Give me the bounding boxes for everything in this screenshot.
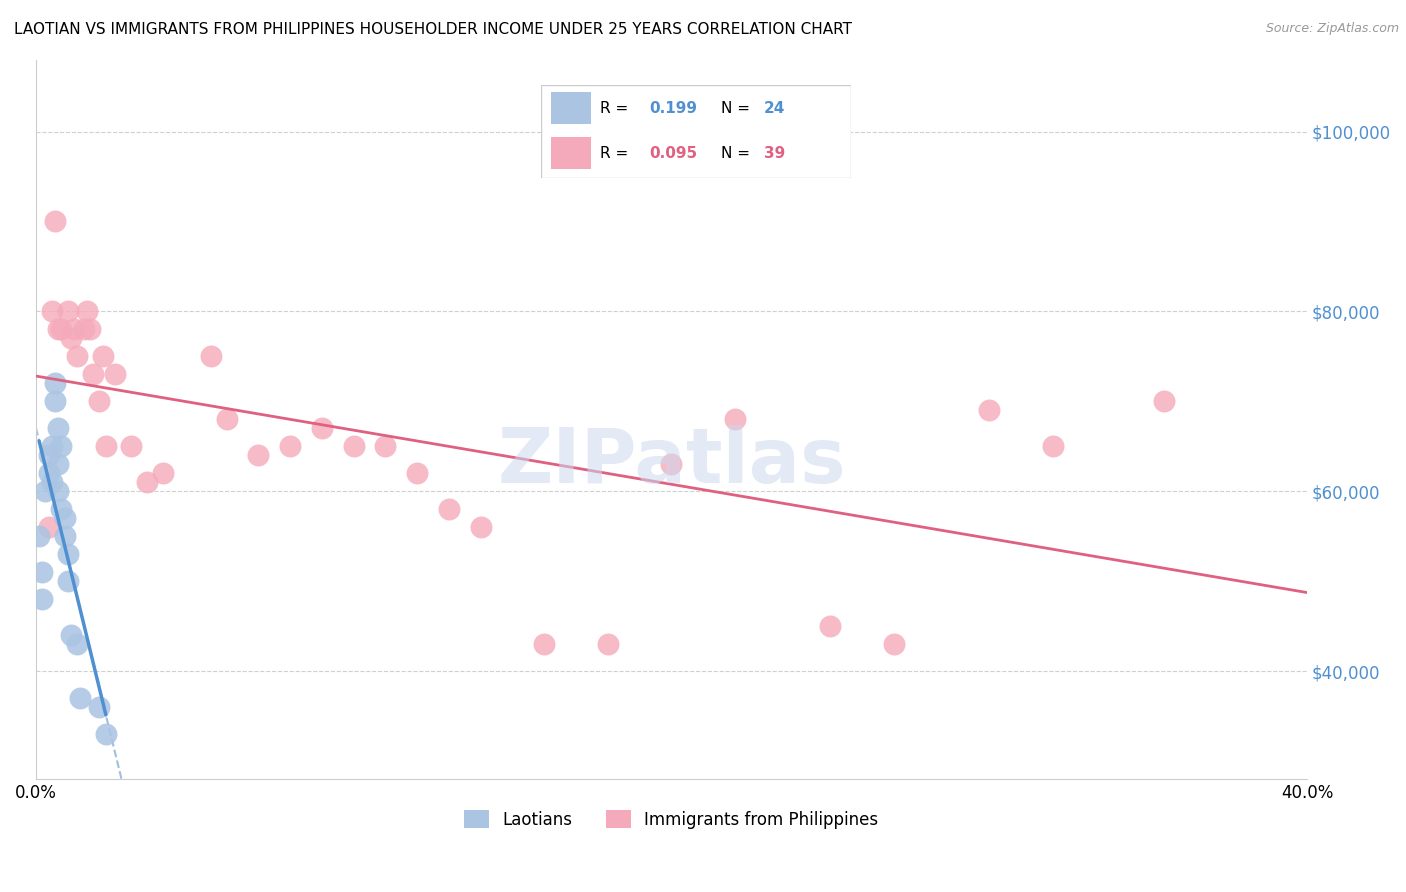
FancyBboxPatch shape [541, 85, 851, 178]
Point [661, 457, 683, 471]
Point [94, 727, 117, 741]
Text: LAOTIAN VS IMMIGRANTS FROM PHILIPPINES HOUSEHOLDER INCOME UNDER 25 YEARS CORRELA: LAOTIAN VS IMMIGRANTS FROM PHILIPPINES H… [14, 22, 852, 37]
Text: Source: ZipAtlas.com: Source: ZipAtlas.com [1265, 22, 1399, 36]
Point [437, 502, 460, 516]
Point [38, 467, 60, 481]
Point [979, 403, 1001, 417]
Text: R =: R = [600, 145, 628, 161]
Point [46, 421, 69, 435]
Point [104, 368, 127, 382]
Point [63, 322, 86, 336]
Point [89, 394, 111, 409]
Point [51, 322, 73, 336]
Point [278, 439, 301, 453]
Point [470, 520, 492, 534]
Text: 0.199: 0.199 [650, 101, 697, 116]
Point [44, 394, 66, 409]
Point [200, 349, 222, 363]
Point [406, 467, 429, 481]
Point [89, 700, 111, 714]
Point [38, 448, 60, 462]
Point [1153, 394, 1175, 409]
Point [91, 349, 114, 363]
Point [883, 637, 905, 651]
Legend: Laotians, Immigrants from Philippines: Laotians, Immigrants from Philippines [458, 804, 886, 835]
Point [120, 439, 142, 453]
Point [46, 484, 69, 499]
Point [41, 304, 63, 318]
Point [51, 502, 73, 516]
Point [69, 691, 91, 706]
Point [41, 475, 63, 490]
Point [533, 637, 555, 651]
Point [152, 467, 174, 481]
Point [56, 304, 79, 318]
Text: ZIPatlas: ZIPatlas [498, 425, 846, 500]
Point [136, 475, 159, 490]
Point [724, 412, 747, 426]
Point [53, 529, 76, 543]
FancyBboxPatch shape [551, 137, 591, 169]
Point [79, 322, 101, 336]
Point [94, 439, 117, 453]
Text: N =: N = [721, 145, 749, 161]
Point [59, 628, 82, 642]
Point [66, 637, 89, 651]
Point [46, 457, 69, 471]
Point [56, 547, 79, 561]
Point [59, 331, 82, 345]
Point [38, 520, 60, 534]
Point [44, 214, 66, 228]
Point [31, 592, 53, 607]
Point [34, 484, 56, 499]
Point [76, 304, 98, 318]
Point [343, 439, 366, 453]
Point [31, 565, 53, 579]
Point [596, 637, 619, 651]
Point [215, 412, 238, 426]
Point [1042, 439, 1064, 453]
Point [41, 439, 63, 453]
Point [820, 619, 842, 633]
Point [28, 529, 51, 543]
Point [72, 322, 94, 336]
Point [51, 439, 73, 453]
Point [56, 574, 79, 588]
Point [46, 322, 69, 336]
Point [311, 421, 333, 435]
Point [247, 448, 270, 462]
FancyBboxPatch shape [551, 92, 591, 124]
Point [66, 349, 89, 363]
Text: R =: R = [600, 101, 628, 116]
Text: 24: 24 [763, 101, 786, 116]
Point [53, 511, 76, 525]
Point [82, 368, 104, 382]
Point [44, 376, 66, 391]
Text: 39: 39 [763, 145, 786, 161]
Text: 0.095: 0.095 [650, 145, 697, 161]
Point [374, 439, 396, 453]
Text: N =: N = [721, 101, 749, 116]
